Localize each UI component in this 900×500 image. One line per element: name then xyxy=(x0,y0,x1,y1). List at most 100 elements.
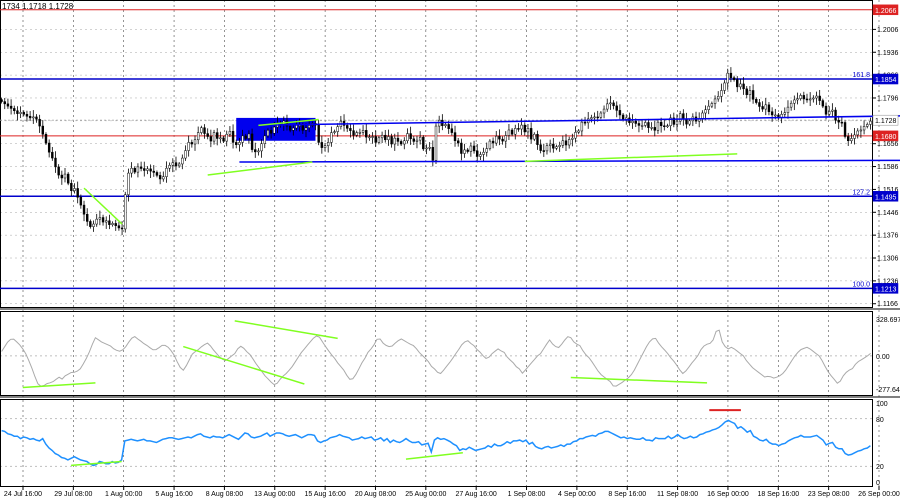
candle-body[interactable] xyxy=(409,133,412,140)
candle-body[interactable] xyxy=(850,138,853,142)
candle-body[interactable] xyxy=(707,105,710,110)
candle-body[interactable] xyxy=(666,125,669,127)
candle-body[interactable] xyxy=(212,132,216,142)
candle-body[interactable] xyxy=(9,105,13,109)
candle-body[interactable] xyxy=(349,128,352,131)
candle-body[interactable] xyxy=(22,112,25,115)
candle-body[interactable] xyxy=(574,132,577,139)
candle-body[interactable] xyxy=(536,133,539,145)
candle-body[interactable] xyxy=(599,112,603,118)
candle-body[interactable] xyxy=(678,113,682,122)
candle-body[interactable] xyxy=(713,98,717,104)
candle-body[interactable] xyxy=(85,213,89,222)
candle-body[interactable] xyxy=(866,124,869,127)
candle-body[interactable] xyxy=(482,151,485,155)
candle-body[interactable] xyxy=(869,120,872,125)
candle-body[interactable] xyxy=(384,134,387,141)
candle-body[interactable] xyxy=(200,127,203,133)
cci-divergence-line[interactable] xyxy=(234,320,338,340)
candle-body[interactable] xyxy=(101,217,105,223)
candle-body[interactable] xyxy=(32,116,35,119)
divergence-line[interactable] xyxy=(258,118,319,127)
candle-body[interactable] xyxy=(301,125,305,131)
candle-body[interactable] xyxy=(380,134,384,139)
candle-body[interactable] xyxy=(418,136,422,141)
candle-body[interactable] xyxy=(710,103,714,107)
candle-body[interactable] xyxy=(856,130,859,136)
candle-body[interactable] xyxy=(41,125,45,135)
candle-body[interactable] xyxy=(422,136,425,150)
candle-body[interactable] xyxy=(802,95,806,100)
candle-body[interactable] xyxy=(488,140,492,149)
candle-body[interactable] xyxy=(231,131,235,143)
candle-body[interactable] xyxy=(472,145,476,152)
candle-body[interactable] xyxy=(580,121,584,132)
candle-body[interactable] xyxy=(653,127,656,131)
candle-body[interactable] xyxy=(190,142,194,145)
candle-body[interactable] xyxy=(209,136,213,142)
candle-body[interactable] xyxy=(593,116,596,119)
candle-body[interactable] xyxy=(133,167,136,173)
candle-body[interactable] xyxy=(631,120,634,124)
candle-body[interactable] xyxy=(821,100,825,107)
candle-body[interactable] xyxy=(120,227,124,230)
candle-body[interactable] xyxy=(330,132,333,143)
candle-body[interactable] xyxy=(377,137,381,143)
candle-body[interactable] xyxy=(317,124,320,143)
candle-body[interactable] xyxy=(770,111,774,116)
candle-body[interactable] xyxy=(466,149,469,152)
candle-body[interactable] xyxy=(51,151,54,159)
candle-body[interactable] xyxy=(425,147,428,150)
candle-body[interactable] xyxy=(374,136,377,143)
candle-body[interactable] xyxy=(288,125,292,131)
candle-body[interactable] xyxy=(837,119,840,123)
candle-body[interactable] xyxy=(577,130,580,133)
candle-body[interactable] xyxy=(805,98,809,101)
candle-body[interactable] xyxy=(742,83,745,90)
candle-body[interactable] xyxy=(6,103,10,107)
candle-body[interactable] xyxy=(609,102,612,105)
candle-body[interactable] xyxy=(799,95,802,99)
candle-body[interactable] xyxy=(526,128,530,133)
candle-body[interactable] xyxy=(460,142,463,154)
candle-body[interactable] xyxy=(545,145,549,152)
channel-lower-line[interactable] xyxy=(239,159,900,163)
candle-body[interactable] xyxy=(326,142,330,146)
candle-body[interactable] xyxy=(136,166,140,173)
candle-body[interactable] xyxy=(758,102,761,107)
candle-body[interactable] xyxy=(216,132,219,139)
candle-body[interactable] xyxy=(495,135,498,144)
candle-body[interactable] xyxy=(717,96,720,100)
candle-body[interactable] xyxy=(539,144,542,151)
channel-upper-line[interactable] xyxy=(239,115,900,127)
candle-body[interactable] xyxy=(95,218,98,225)
candle-body[interactable] xyxy=(25,114,29,117)
candle-body[interactable] xyxy=(336,126,339,132)
candle-body[interactable] xyxy=(152,170,155,173)
candle-body[interactable] xyxy=(206,133,209,137)
candle-body[interactable] xyxy=(79,197,83,206)
candle-body[interactable] xyxy=(542,150,546,152)
divergence-line[interactable] xyxy=(524,153,738,163)
candle-body[interactable] xyxy=(453,132,457,142)
candle-body[interactable] xyxy=(44,133,48,144)
candle-body[interactable] xyxy=(244,135,247,139)
candle-body[interactable] xyxy=(479,154,482,157)
candle-body[interactable] xyxy=(520,124,523,130)
candle-body[interactable] xyxy=(28,116,32,119)
candle-body[interactable] xyxy=(612,102,615,107)
candle-body[interactable] xyxy=(428,147,431,149)
divergence-line[interactable] xyxy=(83,187,123,225)
candle-body[interactable] xyxy=(704,109,707,114)
candle-body[interactable] xyxy=(292,127,295,131)
candle-body[interactable] xyxy=(485,148,488,153)
candle-body[interactable] xyxy=(196,132,200,141)
candle-body[interactable] xyxy=(764,104,767,110)
candle-body[interactable] xyxy=(818,95,821,101)
candle-body[interactable] xyxy=(307,125,311,128)
candle-body[interactable] xyxy=(365,130,368,138)
candle-body[interactable] xyxy=(105,220,108,223)
candle-body[interactable] xyxy=(387,136,390,141)
candle-body[interactable] xyxy=(333,131,336,133)
candle-body[interactable] xyxy=(162,176,165,180)
